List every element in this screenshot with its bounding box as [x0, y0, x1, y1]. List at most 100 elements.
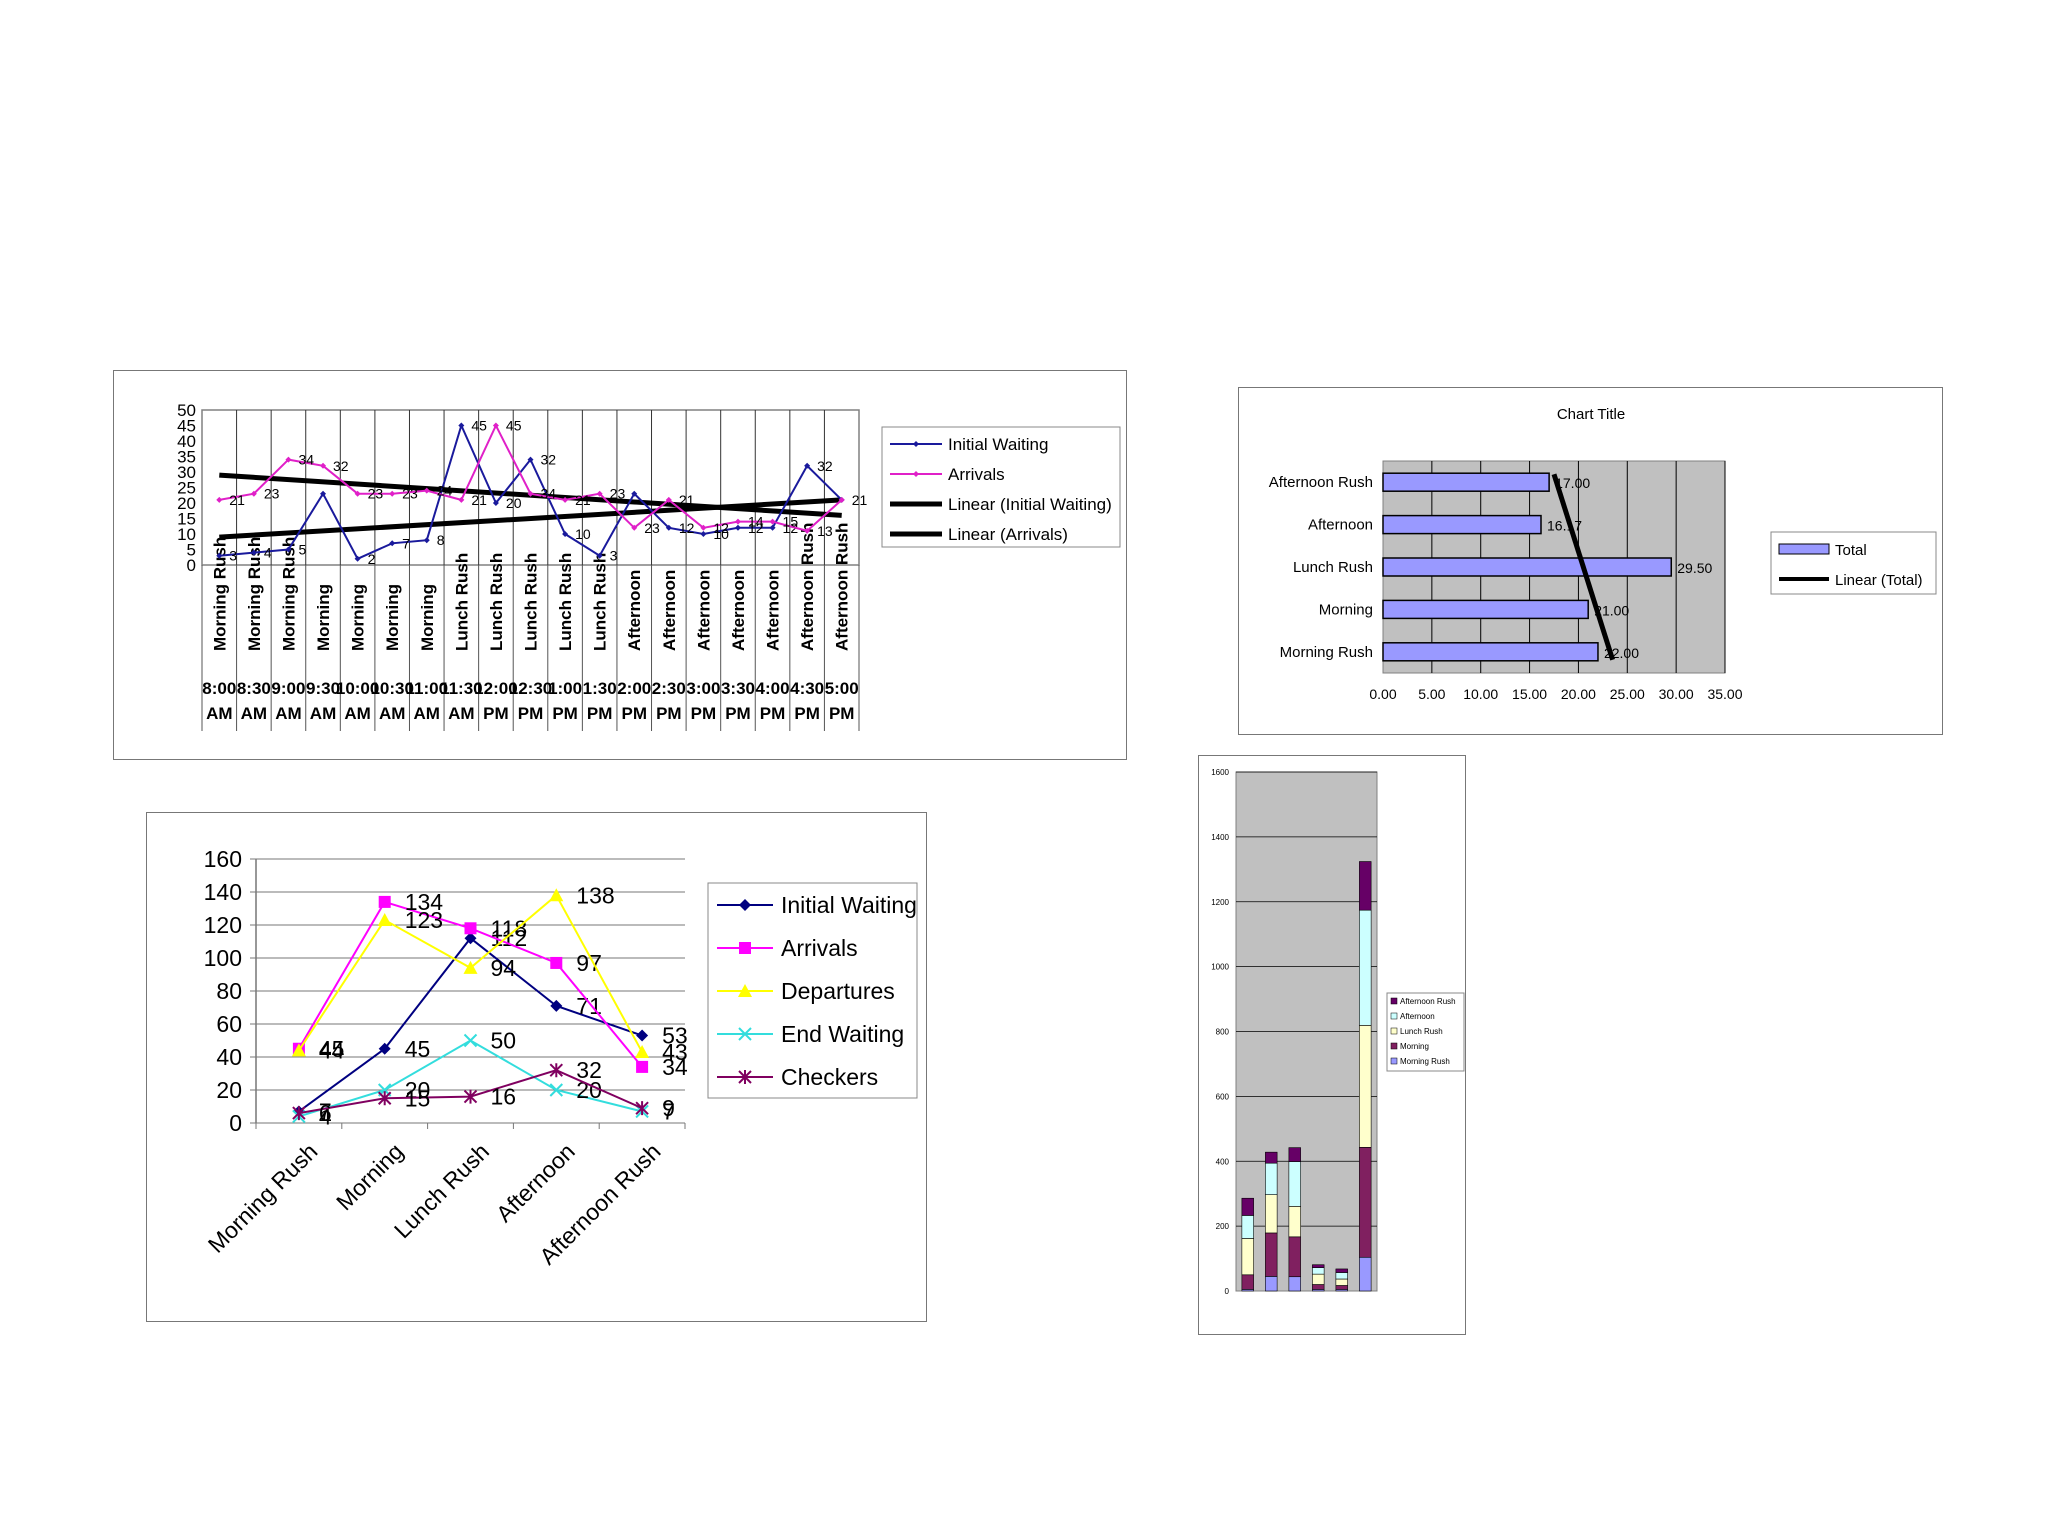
data-point-checkers: [549, 1063, 564, 1078]
legend: Initial Waiting Arrivals Linear (Initial W…: [881, 426, 1121, 548]
data-label-arrivals: 23: [610, 486, 626, 502]
legend: Total Linear (Total): [1770, 531, 1937, 595]
legend-label: Lunch Rush: [1400, 1027, 1443, 1036]
data-point-checkers: [377, 1091, 392, 1106]
data-point-checkers: [463, 1089, 478, 1104]
data-point-arrivals: [378, 895, 391, 908]
time-label: 10:30: [370, 679, 413, 698]
stack-segment-morning-rush: [1359, 1256, 1372, 1292]
y-tick-label: 160: [204, 846, 242, 872]
stacked-column-chart-panel: 0 200 400 600 800 1000 1200 1400 1600 Afternoon R…: [1198, 755, 1466, 1335]
y-tick-label: 80: [216, 978, 242, 1004]
category-label: Morning Rush: [1280, 644, 1373, 661]
data-label-initial-waiting: 7: [319, 1098, 332, 1124]
stack-segment-afternoon: [1241, 1215, 1254, 1239]
data-label-initial-waiting: 5: [298, 542, 306, 558]
time-label: 1:30: [583, 679, 617, 698]
time-label: 5:00: [825, 679, 859, 698]
data-point-initial-waiting: [562, 531, 569, 537]
y-tick-label: 60: [216, 1011, 242, 1037]
time-label: 3:30: [721, 679, 755, 698]
period-label: Morning Rush: [245, 537, 264, 651]
data-label-checkers: 6: [319, 1100, 332, 1126]
data-point-initial-waiting: [464, 932, 477, 945]
data-point-arrivals: [804, 527, 811, 534]
x-tick-label: 0.00: [1369, 686, 1396, 702]
data-label-checkers: 15: [405, 1085, 431, 1111]
ampm-label: AM: [344, 704, 370, 723]
period-label: Afternoon: [625, 570, 644, 651]
data-point-departures: [635, 1045, 650, 1059]
stack-segment-afternoon: [1359, 909, 1372, 1026]
legend-label: Arrivals: [948, 465, 1005, 484]
legend-box: [1770, 531, 1937, 595]
ampm-label: AM: [414, 704, 440, 723]
category-label: Morning: [1319, 601, 1373, 618]
legend-label: Departures: [781, 978, 895, 1004]
data-point-arrivals: [389, 490, 396, 497]
y-tick-label: 30: [177, 463, 196, 482]
data-point-initial-waiting: [700, 531, 707, 537]
legend-swatch: [1390, 1042, 1398, 1050]
y-tick-label: 40: [216, 1044, 242, 1070]
time-label: 9:30: [306, 679, 340, 698]
data-point-arrivals: [550, 956, 563, 969]
data-label-initial-waiting: 45: [405, 1036, 431, 1062]
data-label-arrivals: 15: [783, 514, 799, 530]
bar: [1382, 557, 1673, 577]
data-point-initial-waiting: [769, 524, 776, 531]
stack-segment-lunch-rush: [1312, 1273, 1325, 1285]
legend-label: Afternoon: [1400, 1012, 1435, 1021]
data-label-end-waiting: 7: [662, 1098, 675, 1124]
data-point-arrivals: [527, 490, 534, 497]
stack-segment-lunch-rush: [1241, 1238, 1254, 1276]
legend-marker: [913, 441, 919, 447]
chart-title: Chart Title: [1557, 406, 1625, 423]
y-tick-label: 1000: [1211, 963, 1229, 972]
period-label: Morning Rush: [279, 537, 298, 651]
data-point-departures: [377, 913, 392, 927]
data-point-arrivals: [423, 487, 430, 494]
trendline-linear-total: [1551, 473, 1616, 661]
data-label-initial-waiting: 3: [610, 548, 618, 564]
time-label: 2:00: [617, 679, 651, 698]
data-label-checkers: 9: [662, 1095, 675, 1121]
time-label: 4:30: [790, 679, 824, 698]
legend-swatch: [1390, 1012, 1398, 1020]
ampm-label: AM: [241, 704, 267, 723]
legend-label: Linear (Total): [1835, 572, 1923, 589]
data-label-departures: 123: [405, 907, 443, 933]
ampm-label: PM: [656, 704, 682, 723]
data-label-arrivals: 23: [264, 486, 280, 502]
ampm-label: AM: [310, 704, 336, 723]
legend-box: [881, 426, 1121, 548]
time-label: 4:00: [756, 679, 790, 698]
stack-segment-afternoon: [1312, 1267, 1325, 1275]
y-tick-label: 35: [177, 448, 196, 467]
legend-label: Total: [1835, 542, 1867, 559]
data-label-initial-waiting: 7: [402, 535, 410, 551]
series-departures: 44 123 94 138 43: [291, 882, 688, 1065]
period-line-chart: 0 20 40 60 80 100 120 140 160 Morning Rush Morning…: [203, 846, 918, 1270]
legend-swatch: [1390, 997, 1398, 1005]
stack-segment-morning: [1265, 1232, 1278, 1277]
legend-label: End Waiting: [781, 1021, 904, 1047]
bar: [1382, 472, 1550, 492]
stack-segment-afternoon-rush: [1241, 1197, 1254, 1216]
data-point-arrivals: [216, 496, 223, 503]
y-tick-label: 20: [216, 1077, 242, 1103]
data-label-arrivals: 13: [817, 523, 833, 539]
data-label-arrivals: 34: [541, 486, 557, 502]
data-point-arrivals: [700, 524, 707, 531]
time-label: 3:00: [686, 679, 720, 698]
data-label-arrivals: 23: [402, 486, 418, 502]
data-point-arrivals: [636, 1060, 649, 1073]
ampm-label: PM: [552, 704, 578, 723]
data-point-checkers: [635, 1101, 649, 1116]
data-point-arrivals: [562, 496, 569, 503]
legend-label: Morning: [1400, 1042, 1429, 1051]
